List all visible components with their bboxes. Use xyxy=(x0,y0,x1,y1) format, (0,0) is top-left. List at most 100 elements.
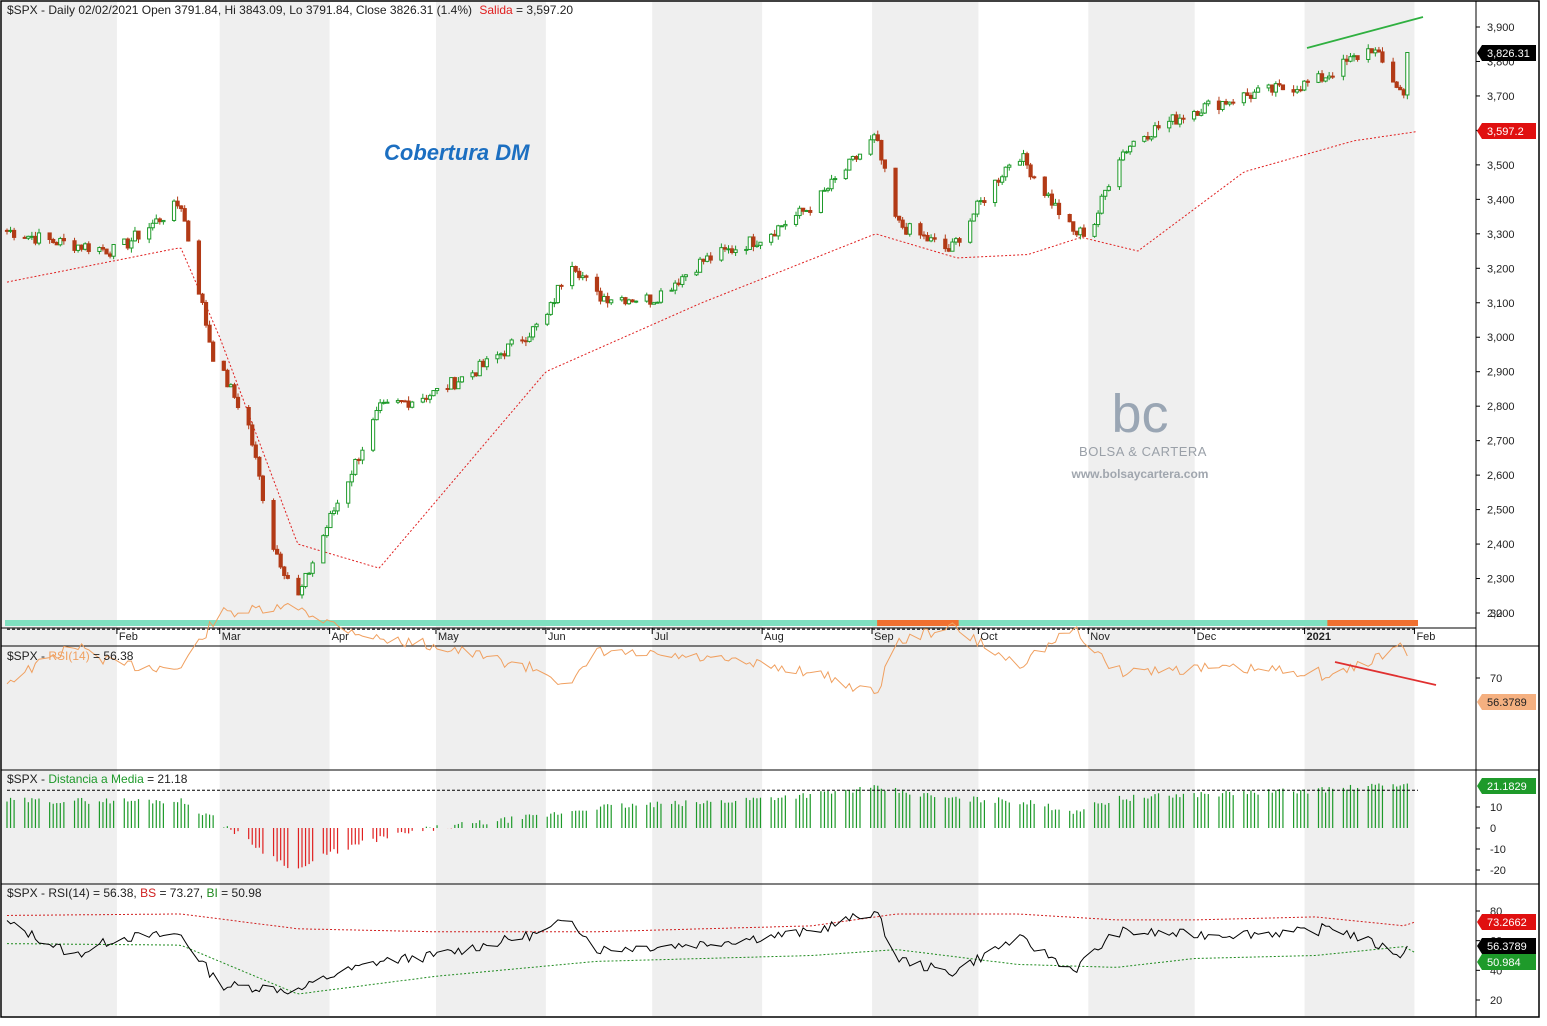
month-shade xyxy=(1088,2,1195,1016)
candle-body xyxy=(921,234,927,237)
candle-body xyxy=(502,353,507,357)
candle-body xyxy=(872,134,877,141)
candle-body xyxy=(26,235,31,239)
candle-body xyxy=(971,213,976,222)
month-label: Mar xyxy=(222,631,241,643)
candle-body xyxy=(1295,89,1300,93)
candle-body xyxy=(825,188,831,191)
stop-line xyxy=(6,131,1418,569)
bs-band-line xyxy=(6,913,1416,933)
price-tick-label: 2,500 xyxy=(1487,505,1515,517)
candle-body xyxy=(278,553,283,568)
candle-body xyxy=(321,535,326,564)
price-tick-label: 3,200 xyxy=(1487,263,1515,275)
candle-body xyxy=(207,324,212,343)
candle-body xyxy=(580,275,585,279)
candle-body xyxy=(1117,159,1122,188)
candle-body xyxy=(1316,73,1321,83)
price-tick-label: 3,500 xyxy=(1487,160,1515,172)
stop-series-line xyxy=(6,131,1418,569)
candle-body xyxy=(548,302,553,315)
candle-body xyxy=(310,562,315,574)
candle-body xyxy=(72,240,77,251)
candle-body xyxy=(1273,83,1278,93)
candle-body xyxy=(769,233,774,243)
candle-body xyxy=(97,247,102,252)
rsi-header: $SPX - RSI(14) = 56.38 xyxy=(7,649,134,663)
distance-badge: 21.1829 xyxy=(1477,778,1536,794)
candle-body xyxy=(410,401,415,408)
candle-body xyxy=(818,190,824,213)
candle-body xyxy=(104,248,109,255)
candle-body xyxy=(644,294,649,302)
candle-body xyxy=(285,574,290,579)
candle-body xyxy=(402,400,408,403)
candle-body xyxy=(747,236,752,250)
candle-body xyxy=(83,243,88,250)
candle-body xyxy=(1092,224,1097,237)
candle-body xyxy=(211,341,216,362)
candle-body xyxy=(282,566,287,576)
signal-bar-segment xyxy=(877,620,961,626)
candle-body xyxy=(843,169,848,180)
candle-body xyxy=(374,409,379,421)
candle-body xyxy=(303,572,308,588)
candle-body xyxy=(175,200,180,207)
candle-body xyxy=(1344,58,1350,62)
candle-body xyxy=(907,223,912,235)
distance-header: $SPX - Distancia a Media = 21.18 xyxy=(7,772,188,786)
close-badge-text: 3,826.31 xyxy=(1487,48,1530,60)
month-label: May xyxy=(438,631,459,643)
month-shade xyxy=(2,2,117,1016)
price-tick-label: 2,900 xyxy=(1487,367,1515,379)
candle-body xyxy=(33,235,38,244)
candle-body xyxy=(946,248,951,252)
candle-body xyxy=(950,241,955,252)
month-label: Nov xyxy=(1090,631,1110,643)
rsi-axis-ticks: 30 70 xyxy=(1476,608,1502,685)
candle-body xyxy=(1277,83,1282,86)
candle-body xyxy=(232,384,237,398)
candle-body xyxy=(47,232,52,241)
rsi-tick-label: 70 xyxy=(1490,673,1502,685)
candle-body xyxy=(481,360,486,368)
alternating-month-background xyxy=(2,2,1415,1016)
candle-body xyxy=(822,189,827,192)
candle-body xyxy=(594,276,600,292)
candle-body xyxy=(61,237,66,242)
candle-body xyxy=(186,220,191,242)
bs-badge: 73.2662 xyxy=(1477,914,1536,930)
distance-tick-label: -10 xyxy=(1490,844,1506,856)
candle-body xyxy=(1202,103,1207,114)
candle-body xyxy=(1405,52,1410,96)
candle-body xyxy=(221,360,226,371)
candle-body xyxy=(257,456,262,477)
candle-body xyxy=(1341,58,1346,77)
candle-body xyxy=(132,230,138,242)
candle-body xyxy=(1252,91,1257,99)
candle-body xyxy=(346,481,351,504)
candle-body xyxy=(953,238,959,243)
candle-body xyxy=(708,255,713,261)
candle-body xyxy=(356,458,361,461)
candle-body xyxy=(54,242,59,246)
distance-header-label: Distancia a Media xyxy=(48,772,144,786)
candle-body xyxy=(619,297,624,301)
candle-body xyxy=(683,274,688,278)
rsi-black-line xyxy=(6,911,1408,995)
candle-body xyxy=(424,397,429,400)
candle-body xyxy=(1042,176,1047,196)
month-label: Feb xyxy=(119,631,138,643)
price-tick-label: 3,400 xyxy=(1487,194,1515,206)
price-tick-label: 2,800 xyxy=(1487,401,1515,413)
candle-body xyxy=(559,284,564,287)
candle-body xyxy=(157,218,162,223)
candle-body xyxy=(445,388,450,391)
candle-body xyxy=(107,253,113,257)
distance-badge-text: 21.1829 xyxy=(1487,781,1527,793)
candle-body xyxy=(694,271,699,276)
rsi2-badge-text: 56.3789 xyxy=(1487,941,1527,953)
candle-body xyxy=(570,266,575,287)
candle-body xyxy=(86,243,91,252)
bands-header-prefix: $SPX - RSI(14) = 56.38, xyxy=(7,886,140,900)
